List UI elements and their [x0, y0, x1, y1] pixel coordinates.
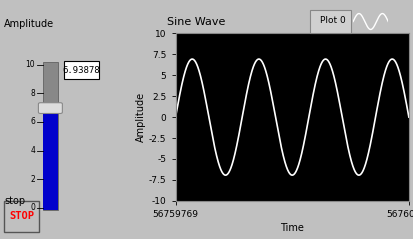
X-axis label: Time: Time	[280, 223, 304, 233]
Text: 6.93878: 6.93878	[62, 66, 100, 75]
Text: STOP: STOP	[9, 211, 34, 221]
Text: Plot 0: Plot 0	[320, 16, 346, 25]
Text: 4: 4	[30, 146, 35, 155]
Text: 8: 8	[30, 89, 35, 98]
Text: Sine Wave: Sine Wave	[167, 17, 225, 27]
Y-axis label: Amplitude: Amplitude	[136, 92, 146, 142]
Text: 0: 0	[30, 203, 35, 212]
Text: Amplitude: Amplitude	[4, 19, 54, 29]
Text: stop: stop	[4, 196, 25, 206]
Text: 2: 2	[30, 175, 35, 184]
Text: 10: 10	[26, 60, 35, 69]
Text: 6: 6	[30, 117, 35, 126]
